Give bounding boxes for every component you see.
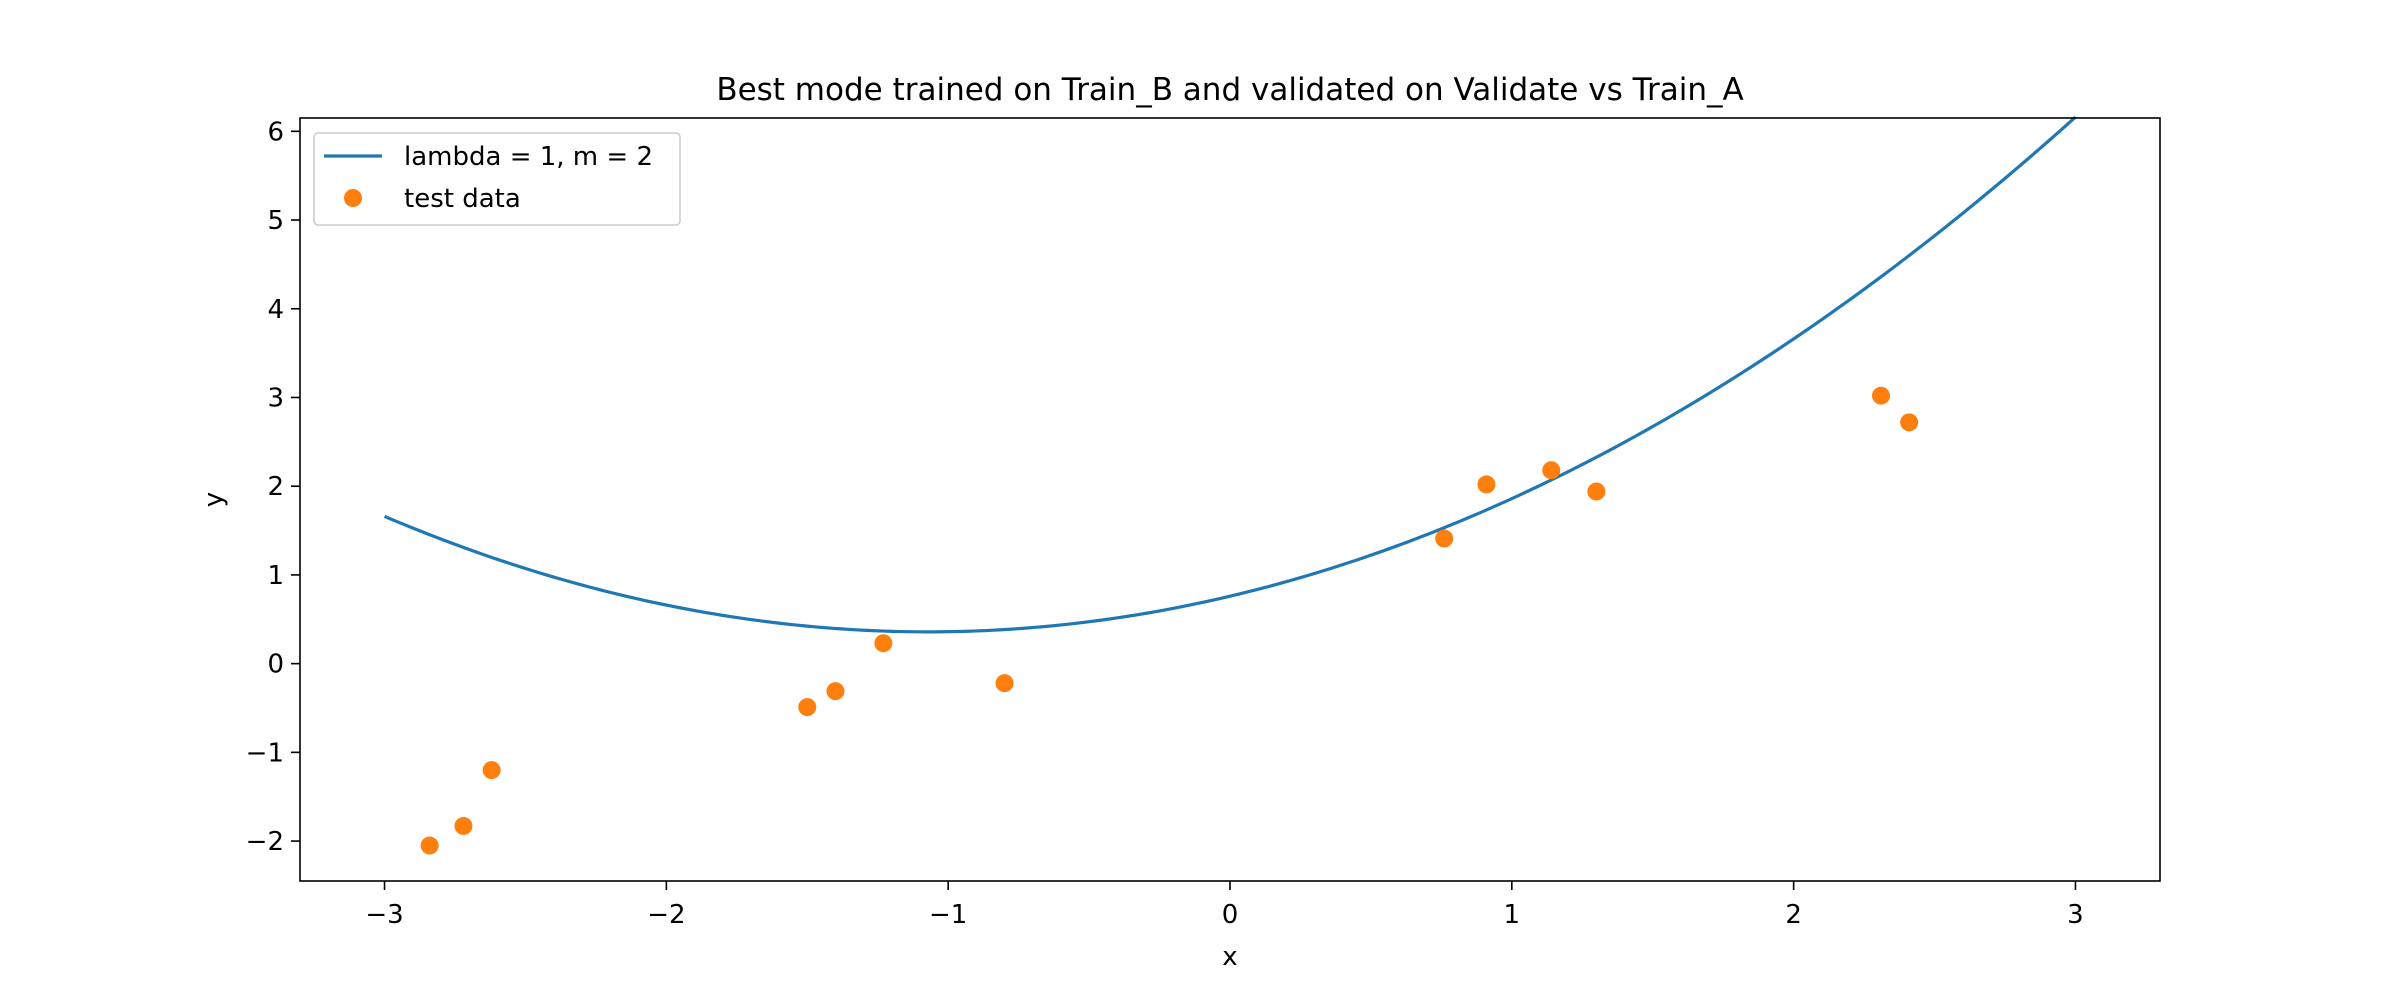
y-tick-label: 4 <box>267 295 284 325</box>
x-tick-label: −2 <box>647 900 685 930</box>
test-data-point <box>1900 413 1919 432</box>
x-tick-label: −3 <box>365 900 403 930</box>
y-tick-label: 5 <box>267 206 284 236</box>
x-tick-label: −1 <box>929 900 967 930</box>
test-data-point <box>420 836 439 855</box>
y-tick-label: 1 <box>267 561 284 591</box>
x-tick-label: 3 <box>2067 900 2084 930</box>
legend-box <box>313 132 681 226</box>
y-axis-ticks: −2 −1 0 1 2 3 4 5 6 <box>246 117 300 857</box>
x-tick-label: 1 <box>1504 900 1521 930</box>
test-data-point <box>1542 461 1561 480</box>
legend-dot-swatch <box>344 189 362 207</box>
y-tick-label: 6 <box>267 117 284 147</box>
fit-curve-line <box>383 115 2077 634</box>
plot-content <box>383 115 2077 855</box>
x-axis-ticks: −3 −2 −1 0 1 2 3 <box>365 881 2084 930</box>
test-data-point <box>1477 475 1496 494</box>
test-data-point <box>995 674 1014 693</box>
legend: lambda = 1, m = 2 test data <box>313 132 681 226</box>
legend-dot-label: test data <box>404 184 521 214</box>
test-data-point <box>482 761 501 780</box>
test-data-point <box>454 816 473 835</box>
x-axis-label: x <box>1222 942 1237 972</box>
y-tick-label: 0 <box>267 650 284 680</box>
y-tick-label: −1 <box>246 738 284 768</box>
y-tick-label: 3 <box>267 383 284 413</box>
test-data-point <box>874 634 893 653</box>
legend-line-label: lambda = 1, m = 2 <box>404 142 653 172</box>
y-axis-label: y <box>199 492 229 507</box>
y-tick-label: −2 <box>246 827 284 857</box>
test-data-point <box>1435 529 1454 548</box>
chart-title: Best mode trained on Train_B and validat… <box>716 72 1743 108</box>
x-tick-label: 2 <box>1785 900 1802 930</box>
y-tick-label: 2 <box>267 472 284 502</box>
test-data-point <box>1872 386 1890 405</box>
x-tick-label: 0 <box>1222 900 1239 930</box>
test-data-point <box>826 682 845 701</box>
test-data-point <box>1587 482 1606 501</box>
test-data-point <box>798 698 817 717</box>
